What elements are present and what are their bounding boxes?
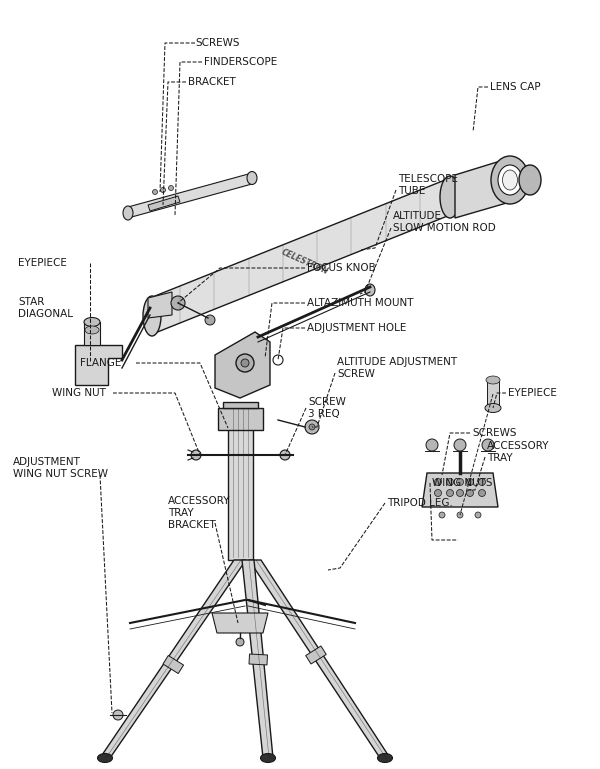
Bar xyxy=(218,408,263,430)
Text: BRACKET: BRACKET xyxy=(188,77,236,87)
Circle shape xyxy=(446,478,454,485)
Text: EYEPIECE: EYEPIECE xyxy=(18,258,67,268)
Ellipse shape xyxy=(498,165,522,195)
Text: FINDERSCOPE: FINDERSCOPE xyxy=(204,57,277,67)
Text: SCREWS: SCREWS xyxy=(195,38,239,48)
Circle shape xyxy=(309,424,315,430)
Circle shape xyxy=(241,359,249,367)
Bar xyxy=(249,654,268,665)
Circle shape xyxy=(446,490,454,497)
Polygon shape xyxy=(249,560,390,758)
Text: WING NUTS: WING NUTS xyxy=(432,478,493,488)
Text: ALTAZIMUTH MOUNT: ALTAZIMUTH MOUNT xyxy=(307,298,413,308)
Ellipse shape xyxy=(143,296,161,336)
Polygon shape xyxy=(128,173,252,218)
Ellipse shape xyxy=(365,284,375,296)
Bar xyxy=(223,402,258,408)
Text: ADJUSTMENT HOLE: ADJUSTMENT HOLE xyxy=(307,323,406,333)
Circle shape xyxy=(161,188,166,192)
Circle shape xyxy=(434,490,442,497)
Text: ACCESSORY
TRAY
BRACKET: ACCESSORY TRAY BRACKET xyxy=(168,495,230,531)
Ellipse shape xyxy=(491,156,529,204)
Circle shape xyxy=(467,478,473,485)
Polygon shape xyxy=(455,158,510,218)
Ellipse shape xyxy=(97,754,113,763)
Text: EYEPIECE: EYEPIECE xyxy=(508,388,557,398)
Ellipse shape xyxy=(191,450,201,460)
Polygon shape xyxy=(75,345,122,385)
Circle shape xyxy=(475,512,481,518)
Bar xyxy=(163,655,184,674)
Circle shape xyxy=(305,420,319,434)
Polygon shape xyxy=(148,196,180,211)
Polygon shape xyxy=(422,473,498,507)
Ellipse shape xyxy=(485,404,501,412)
Circle shape xyxy=(426,439,438,451)
Text: FOCUS KNOB: FOCUS KNOB xyxy=(307,263,376,273)
Text: TELESCOPE
TUBE: TELESCOPE TUBE xyxy=(398,174,458,196)
Circle shape xyxy=(482,439,494,451)
Text: ALTITUDE
SLOW MOTION ROD: ALTITUDE SLOW MOTION ROD xyxy=(393,211,496,233)
Ellipse shape xyxy=(260,754,275,763)
Ellipse shape xyxy=(377,754,392,763)
Text: FLANGE: FLANGE xyxy=(80,358,121,368)
Circle shape xyxy=(273,355,283,365)
Circle shape xyxy=(236,638,244,646)
Polygon shape xyxy=(84,322,100,345)
Circle shape xyxy=(479,490,485,497)
Polygon shape xyxy=(150,178,450,335)
Polygon shape xyxy=(212,613,268,633)
Circle shape xyxy=(434,478,442,485)
Circle shape xyxy=(113,710,123,720)
Text: SCREW
3 REQ: SCREW 3 REQ xyxy=(308,397,346,419)
Circle shape xyxy=(457,490,464,497)
Ellipse shape xyxy=(440,176,460,218)
Ellipse shape xyxy=(486,376,500,384)
Text: ADJUSTMENT
WING NUT SCREW: ADJUSTMENT WING NUT SCREW xyxy=(13,457,108,479)
Ellipse shape xyxy=(519,165,541,195)
Text: ALTITUDE ADJUSTMENT
SCREW: ALTITUDE ADJUSTMENT SCREW xyxy=(337,357,457,379)
Bar xyxy=(228,405,253,560)
Circle shape xyxy=(457,512,463,518)
Circle shape xyxy=(152,189,157,195)
Circle shape xyxy=(439,512,445,518)
Text: WING NUT: WING NUT xyxy=(52,388,106,398)
Polygon shape xyxy=(215,332,270,398)
Bar xyxy=(306,646,326,664)
Text: CELESTRON: CELESTRON xyxy=(280,248,330,276)
Polygon shape xyxy=(100,560,246,758)
Text: TRIPOD LEG.: TRIPOD LEG. xyxy=(387,498,453,508)
Circle shape xyxy=(479,478,485,485)
Circle shape xyxy=(205,315,215,325)
Circle shape xyxy=(457,478,464,485)
Text: SCREWS: SCREWS xyxy=(472,428,517,438)
Polygon shape xyxy=(148,292,172,318)
Text: STAR
DIAGONAL: STAR DIAGONAL xyxy=(18,297,73,319)
Ellipse shape xyxy=(85,326,99,334)
Ellipse shape xyxy=(123,206,133,220)
Polygon shape xyxy=(242,560,273,758)
Text: LENS CAP: LENS CAP xyxy=(490,82,541,92)
Ellipse shape xyxy=(247,171,257,185)
Ellipse shape xyxy=(503,170,517,190)
Ellipse shape xyxy=(280,450,290,460)
Text: ACCESSORY
TRAY: ACCESSORY TRAY xyxy=(487,441,550,463)
Circle shape xyxy=(171,296,185,310)
Ellipse shape xyxy=(84,318,100,327)
Circle shape xyxy=(454,439,466,451)
Bar xyxy=(487,380,499,408)
Circle shape xyxy=(169,185,173,191)
Circle shape xyxy=(467,490,473,497)
Circle shape xyxy=(236,354,254,372)
